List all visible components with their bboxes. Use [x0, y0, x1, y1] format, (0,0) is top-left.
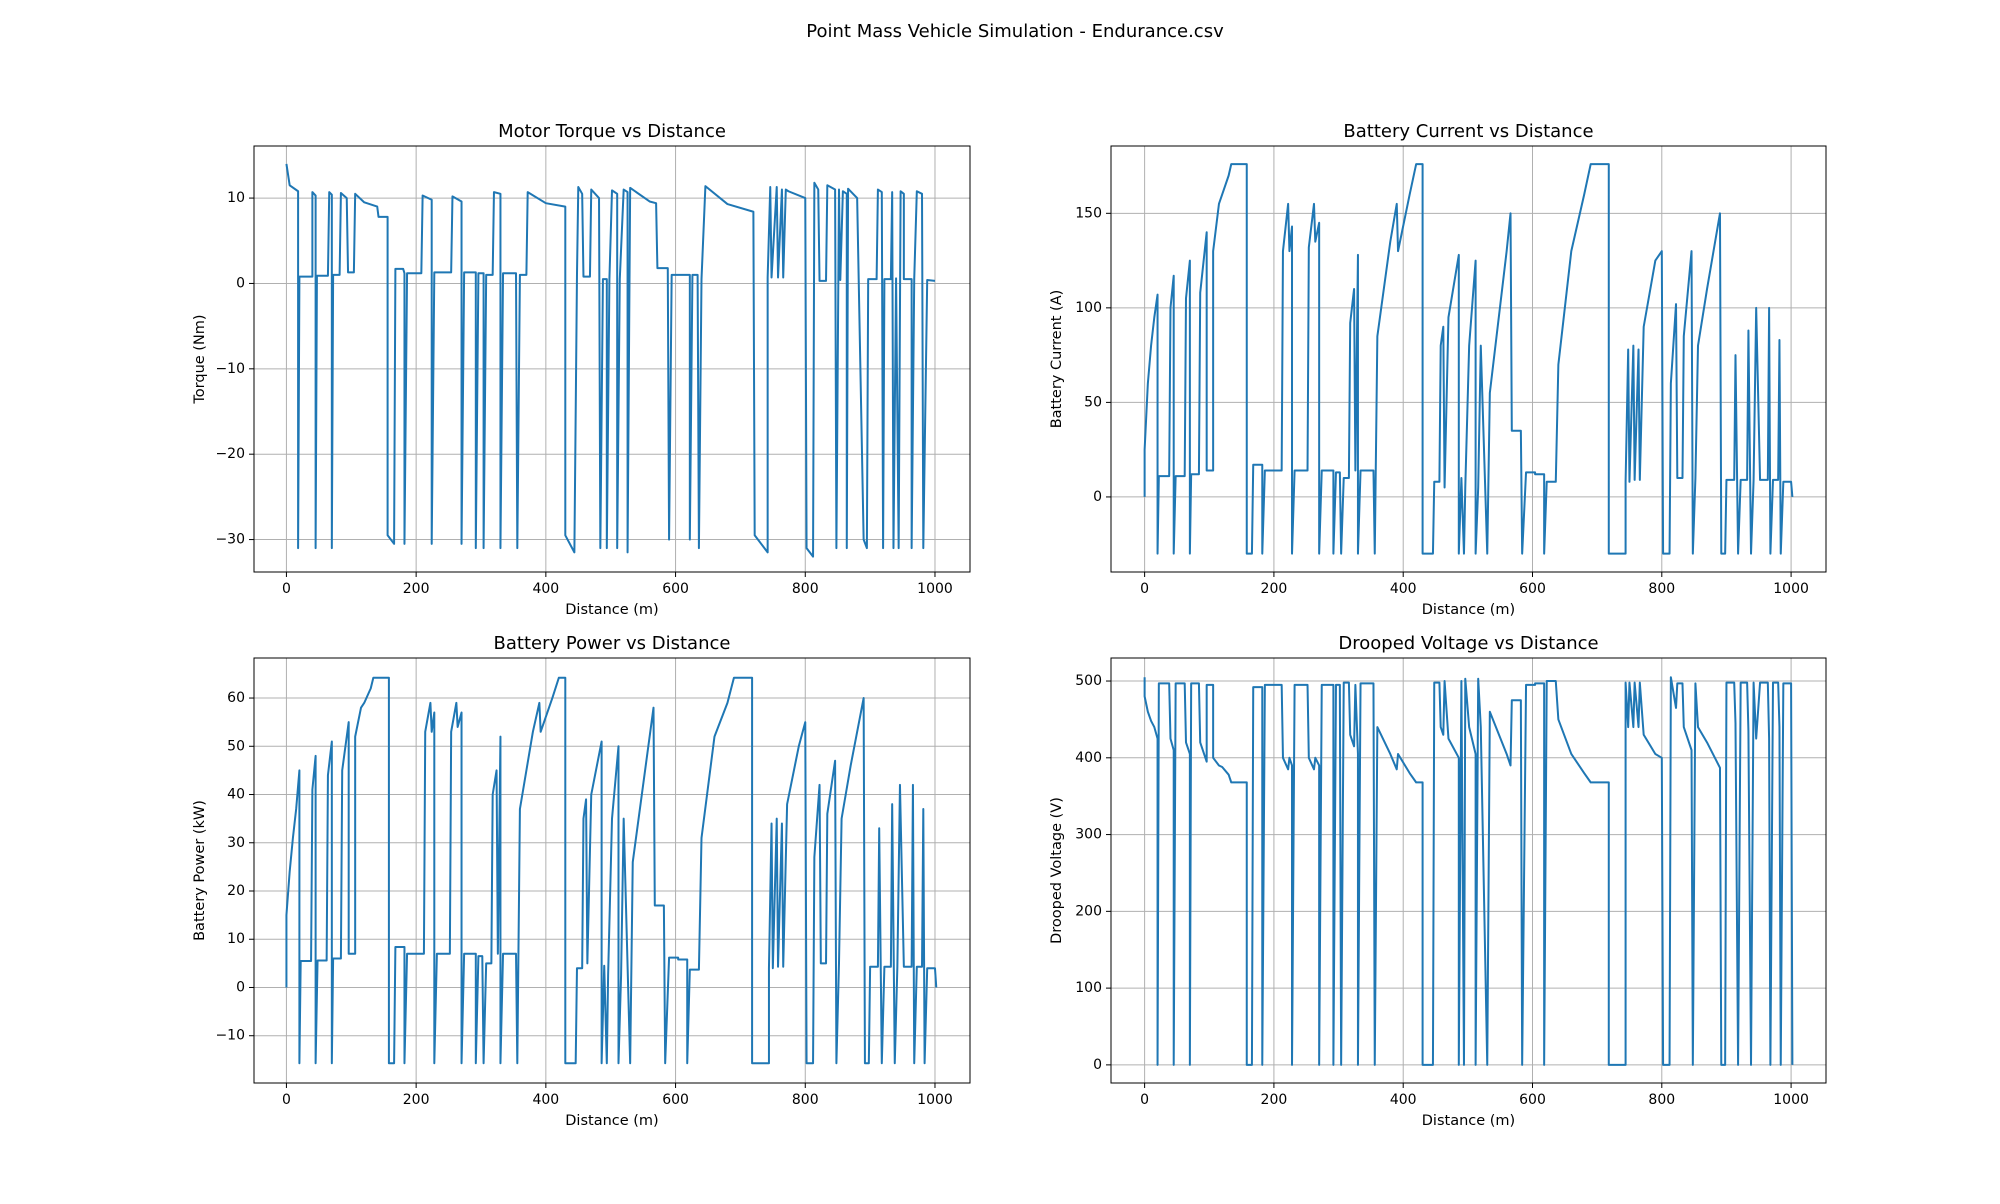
y-tick-label: 0 — [236, 275, 245, 291]
x-tick-label: 0 — [282, 1092, 291, 1108]
y-tick-label: 10 — [227, 190, 245, 206]
y-tick-label: 400 — [1075, 750, 1102, 766]
plot-area — [285, 163, 936, 558]
x-tick-label: 1000 — [917, 1092, 953, 1108]
y-axis-label: Battery Power (kW) — [192, 800, 208, 941]
subplot: 0 200 400 600 800 1000 −30 −20 −10 0 10 Motor Torqu… — [192, 121, 971, 618]
y-tick-label: 150 — [1075, 205, 1102, 221]
x-tick-label: 200 — [1261, 1092, 1288, 1108]
y-tick-label: 20 — [227, 883, 245, 899]
y-tick-label: −10 — [215, 1028, 245, 1044]
x-axis-label: Distance (m) — [1422, 1113, 1515, 1129]
data-line — [1143, 676, 1794, 1066]
y-tick-label: 60 — [227, 690, 245, 706]
axes-frame — [1110, 145, 1827, 573]
axes-frame — [253, 145, 971, 573]
y-tick-label: 50 — [227, 738, 245, 754]
x-tick-label: 400 — [1390, 1092, 1417, 1108]
x-axis-label: Distance (m) — [1422, 602, 1515, 618]
y-tick-label: 300 — [1075, 827, 1102, 843]
subplot: 0 200 400 600 800 1000 0 100 200 300 400 500 Drooped… — [1049, 633, 1827, 1129]
y-tick-label: 30 — [227, 835, 245, 851]
x-tick-label: 800 — [792, 581, 819, 597]
x-tick-label: 1000 — [1773, 1092, 1809, 1108]
y-tick-label: 40 — [227, 787, 245, 803]
x-axis-label: Distance (m) — [565, 602, 658, 618]
y-axis-label: Torque (Nm) — [192, 314, 208, 404]
x-tick-label: 400 — [1390, 581, 1417, 597]
x-tick-label: 200 — [403, 1092, 430, 1108]
y-tick-label: 100 — [1075, 980, 1102, 996]
x-tick-label: 0 — [282, 581, 291, 597]
y-tick-label: −10 — [215, 361, 245, 377]
plot-area — [1143, 163, 1794, 555]
x-tick-label: 0 — [1140, 581, 1149, 597]
x-tick-label: 400 — [532, 581, 559, 597]
x-tick-label: 400 — [532, 1092, 559, 1108]
data-line — [285, 163, 936, 558]
x-tick-label: 600 — [662, 581, 689, 597]
y-tick-label: 0 — [1093, 489, 1102, 505]
y-tick-label: 100 — [1075, 300, 1102, 316]
plot-area — [1143, 676, 1794, 1066]
x-tick-label: 600 — [1519, 581, 1546, 597]
subplot: 0 200 400 600 800 1000 −10 0 10 20 30 40 50 60 Battery… — [192, 633, 971, 1129]
subplot-title: Battery Power vs Distance — [494, 633, 731, 654]
y-tick-label: 0 — [236, 979, 245, 995]
plot-area — [285, 676, 938, 1065]
x-tick-label: 200 — [403, 581, 430, 597]
y-axis-label: Drooped Voltage (V) — [1049, 797, 1065, 944]
y-tick-label: 500 — [1075, 673, 1102, 689]
y-tick-label: 200 — [1075, 903, 1102, 919]
y-tick-label: 0 — [1093, 1057, 1102, 1073]
x-axis-label: Distance (m) — [565, 1113, 658, 1129]
x-tick-label: 600 — [662, 1092, 689, 1108]
axes-frame — [253, 657, 971, 1084]
x-tick-label: 800 — [1648, 1092, 1675, 1108]
x-tick-label: 0 — [1140, 1092, 1149, 1108]
data-line — [1143, 163, 1794, 555]
x-tick-label: 800 — [1648, 581, 1675, 597]
y-axis-label: Battery Current (A) — [1049, 290, 1065, 429]
data-line — [285, 676, 938, 1065]
subplot-title: Drooped Voltage vs Distance — [1338, 633, 1598, 654]
y-tick-label: −20 — [215, 446, 245, 462]
y-tick-label: 50 — [1084, 394, 1102, 410]
x-tick-label: 200 — [1261, 581, 1288, 597]
subplot-title: Battery Current vs Distance — [1343, 121, 1593, 142]
axes-frame — [1110, 657, 1827, 1084]
x-tick-label: 1000 — [1773, 581, 1809, 597]
x-tick-label: 600 — [1519, 1092, 1546, 1108]
figure-title: Point Mass Vehicle Simulation - Enduranc… — [806, 21, 1224, 42]
subplot-title: Motor Torque vs Distance — [498, 121, 726, 142]
y-tick-label: 10 — [227, 931, 245, 947]
y-tick-label: −30 — [215, 532, 245, 548]
subplot: 0 200 400 600 800 1000 0 50 100 150 Battery Curren… — [1049, 121, 1827, 618]
x-tick-label: 1000 — [917, 581, 953, 597]
x-tick-label: 800 — [792, 1092, 819, 1108]
